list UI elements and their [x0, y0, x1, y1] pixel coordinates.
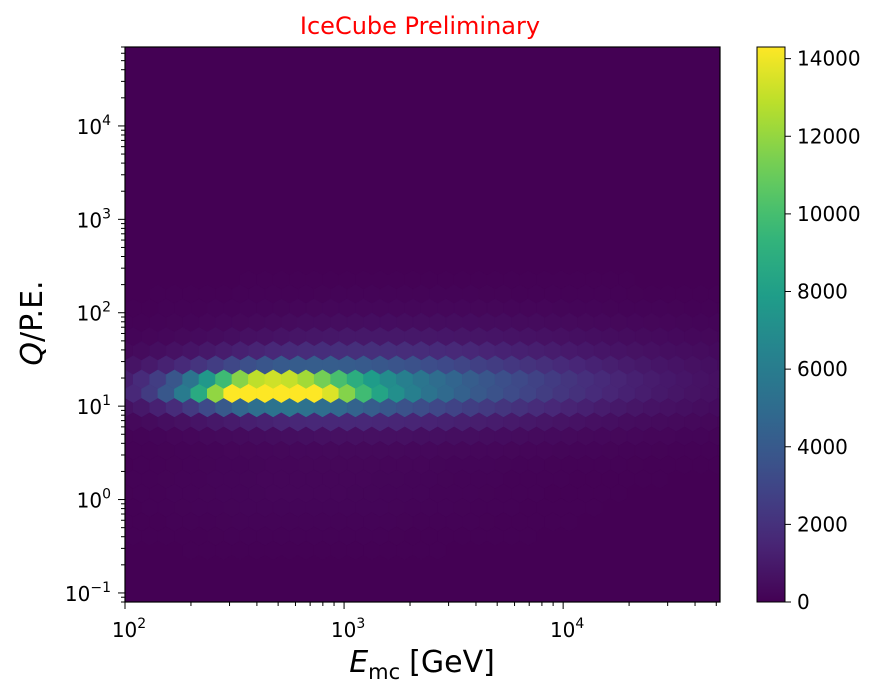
hexbin-layer — [100, 269, 742, 561]
colorbar-tick-label: 4000 — [797, 435, 848, 459]
colorbar-tick-label: 8000 — [797, 280, 848, 304]
hex-bin — [726, 456, 742, 475]
y-tick-label: 100 — [77, 487, 111, 513]
hex-bin — [429, 540, 447, 561]
colorbar-tick-label: 6000 — [797, 357, 848, 381]
colorbar-tick-label: 0 — [797, 590, 810, 614]
hex-bin — [726, 370, 742, 389]
hex-bin — [100, 513, 117, 532]
hex-bin — [100, 370, 117, 389]
hex-bin — [717, 415, 720, 429]
y-tick-label: 101 — [77, 393, 111, 419]
y-tick-label: 10−1 — [65, 580, 111, 606]
hex-bin — [717, 444, 720, 458]
hex-bin — [560, 512, 578, 532]
y-axis-label: Q/P.E. — [15, 280, 50, 365]
hex-bin — [100, 342, 117, 361]
hex-bin — [585, 497, 603, 518]
colorbar-tick-label: 14000 — [797, 47, 861, 71]
x-axis-label: Emc [GeV] — [349, 645, 495, 684]
hex-bin — [726, 313, 742, 332]
chart-title: IceCube Preliminary — [300, 12, 540, 40]
hex-bin — [125, 445, 126, 456]
y-tick-label: 104 — [77, 113, 111, 139]
hex-bin — [100, 456, 117, 475]
colorbar-tick-label: 2000 — [797, 512, 848, 536]
colorbar-tick-label: 12000 — [797, 124, 861, 148]
hex-bin — [717, 330, 720, 344]
hex-bin — [726, 399, 742, 418]
y-tick-label: 103 — [77, 206, 111, 232]
hex-bin — [726, 285, 742, 304]
hex-bin — [100, 427, 117, 446]
hex-bin — [125, 360, 126, 371]
x-tick-label: 104 — [550, 616, 584, 642]
hex-bin — [717, 358, 720, 372]
hex-bin — [726, 427, 742, 446]
hex-bin — [519, 526, 537, 547]
plot-frame — [124, 46, 721, 603]
x-tick-label: 102 — [112, 616, 146, 642]
hex-bin — [717, 387, 720, 401]
hex-bin — [708, 455, 720, 475]
hex-bin — [726, 342, 742, 361]
x-axis-ticks: 102 103 104 — [112, 602, 717, 642]
x-tick-label: 103 — [331, 616, 365, 642]
y-tick-label: 102 — [77, 300, 111, 326]
hex-bin — [717, 301, 720, 315]
colorbar-ticks: 0 2000 4000 6000 8000 10000 12000 14000 — [785, 47, 861, 614]
colorbar-tick-label: 10000 — [797, 202, 861, 226]
hex-bin — [125, 331, 126, 342]
hex-bin — [610, 483, 628, 504]
hex-bin — [100, 313, 117, 332]
hex-bin — [651, 469, 669, 490]
y-axis-ticks: 10−1 100 101 102 103 104 — [65, 46, 125, 606]
colorbar — [756, 46, 786, 603]
